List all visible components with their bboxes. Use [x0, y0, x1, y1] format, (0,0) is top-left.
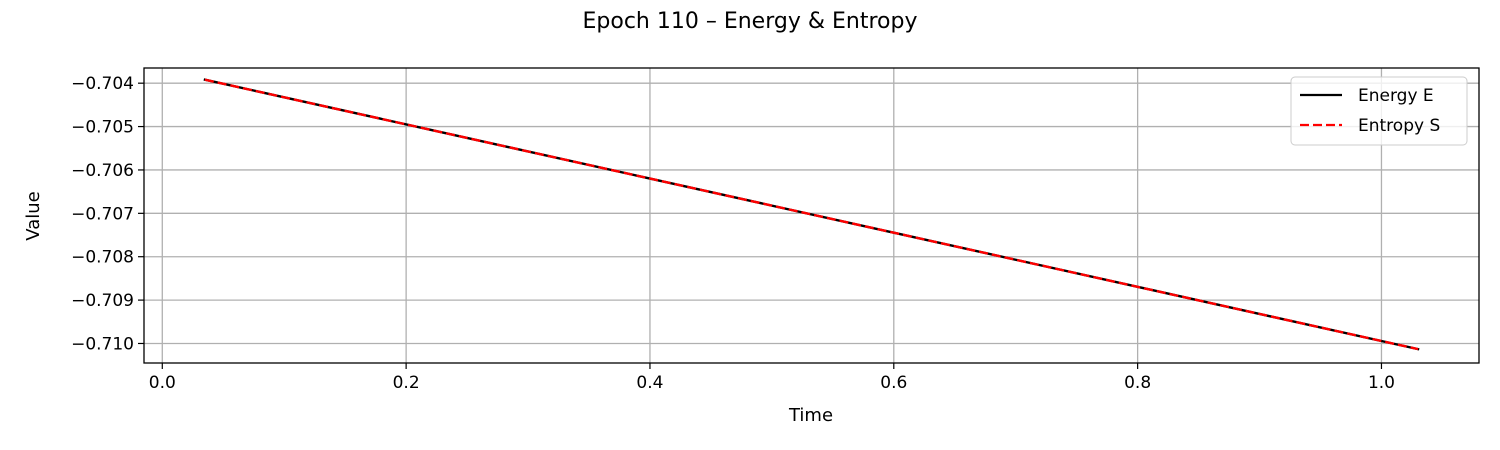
x-tick-label: 0.4 [636, 373, 663, 393]
y-tick-label: −0.709 [71, 291, 134, 311]
y-axis-label: Value [23, 191, 44, 240]
y-tick-label: −0.706 [71, 161, 134, 181]
x-axis-label: Time [788, 405, 833, 426]
plot-frame [143, 67, 1480, 364]
legend: Energy E Entropy S [1290, 76, 1468, 146]
x-tick-label: 0.6 [880, 373, 907, 393]
y-tick-label: −0.707 [71, 204, 134, 224]
ticks: 0.0 0.2 0.4 0.6 0.8 1.0 −0.704 −0.705 −0.706 −0.7… [71, 74, 1395, 393]
series-line-entropy-s [204, 78, 1419, 351]
chart-title: Epoch 110 – Energy & Entropy [583, 9, 918, 34]
legend-label-entropy: Entropy S [1358, 116, 1440, 136]
x-tick-label: 0.2 [393, 373, 420, 393]
y-tick-label: −0.710 [71, 334, 134, 354]
y-tick-label: −0.704 [71, 74, 134, 94]
x-tick-label: 0.0 [149, 373, 176, 393]
series-layer [203, 78, 1420, 351]
y-tick-label: −0.705 [71, 118, 134, 138]
x-tick-label: 0.8 [1124, 373, 1151, 393]
legend-label-energy: Energy E [1358, 86, 1434, 106]
x-tick-label: 1.0 [1368, 373, 1395, 393]
y-tick-label: −0.708 [71, 248, 134, 268]
